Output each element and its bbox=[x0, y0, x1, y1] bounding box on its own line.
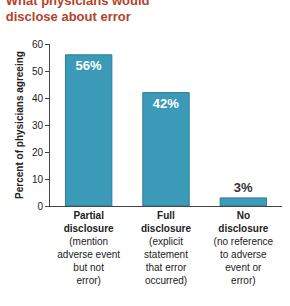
svg-text:40: 40 bbox=[32, 93, 44, 104]
svg-text:0: 0 bbox=[37, 201, 43, 212]
svg-text:Percent of physicians agreeing: Percent of physicians agreeing bbox=[14, 51, 25, 199]
svg-text:What physicians woulddisclose: What physicians woulddisclose about erro… bbox=[6, 0, 150, 24]
svg-text:42%: 42% bbox=[153, 96, 179, 111]
svg-text:Partialdisclosure(mentionadver: Partialdisclosure(mentionadverse eventbu… bbox=[57, 210, 120, 286]
svg-text:60: 60 bbox=[32, 39, 44, 50]
svg-text:20: 20 bbox=[32, 147, 44, 158]
svg-text:56%: 56% bbox=[75, 58, 101, 73]
svg-text:10: 10 bbox=[32, 174, 44, 185]
svg-text:Fulldisclosure(explicitstateme: Fulldisclosure(explicitstatementthat err… bbox=[141, 210, 191, 286]
svg-text:3%: 3% bbox=[234, 180, 253, 195]
svg-text:Nodisclosure(no referenceto ad: Nodisclosure(no referenceto adverseevent… bbox=[214, 210, 274, 286]
svg-text:30: 30 bbox=[32, 120, 44, 131]
svg-text:50: 50 bbox=[32, 66, 44, 77]
